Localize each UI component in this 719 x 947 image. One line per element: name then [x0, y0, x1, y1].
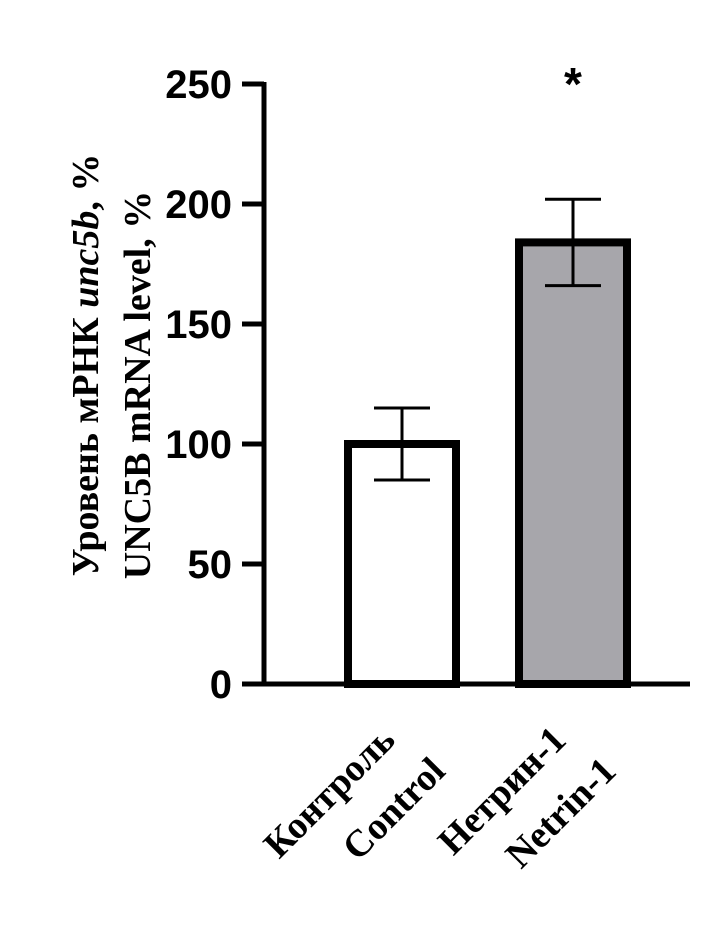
y-tick-label: 200: [165, 183, 232, 227]
y-axis: 0 50 100 150 200 250: [165, 63, 267, 707]
y-tick-label: 150: [165, 303, 232, 347]
bar-2: [515, 238, 631, 688]
y-axis-title: Уровень мРНК unc5b, % UNC5B mRNA level, …: [65, 154, 159, 580]
y-tick-label: 50: [188, 543, 233, 587]
y-tick-label: 250: [165, 63, 232, 107]
significance-marks: *: [564, 58, 582, 110]
bars: [344, 238, 631, 688]
y-tick-label: 0: [210, 663, 232, 707]
y-tick-label: 100: [165, 423, 232, 467]
y-axis-title-russian: Уровень мРНК unc5b, %: [65, 154, 107, 577]
error-bars: [374, 197, 601, 482]
significance-asterisk: *: [564, 58, 582, 110]
y-axis-title-english: UNC5B mRNA level, %: [117, 191, 159, 579]
